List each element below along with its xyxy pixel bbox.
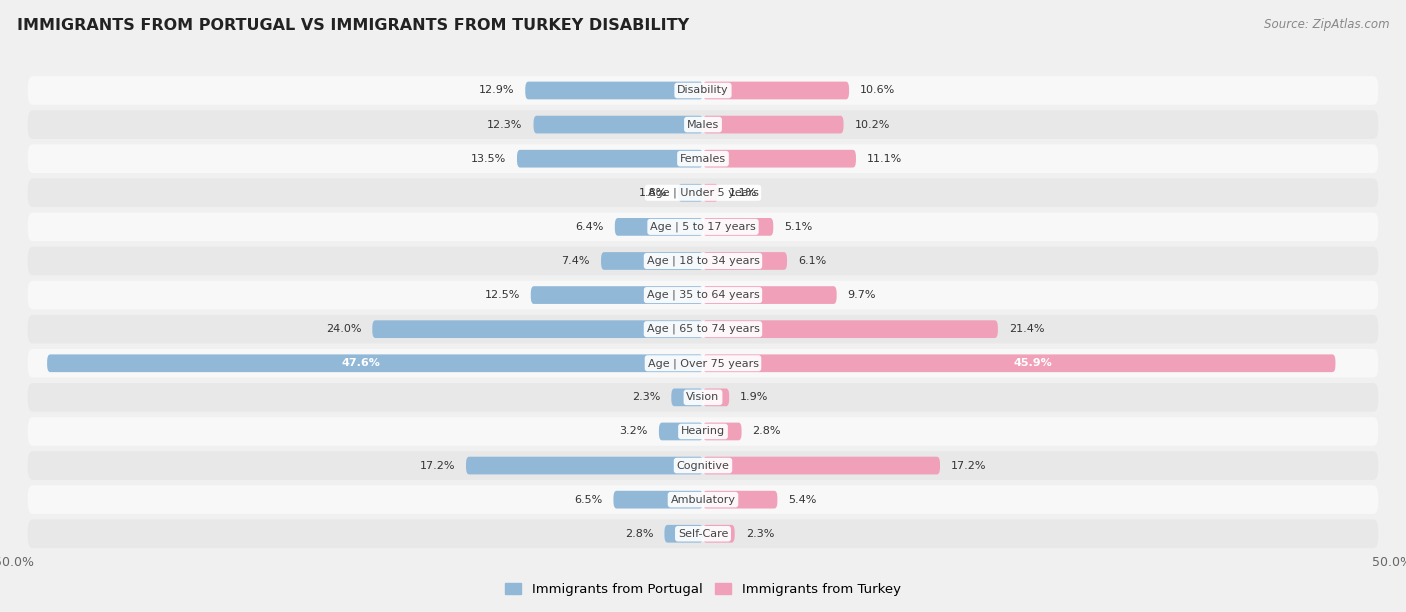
Text: 1.9%: 1.9% [740, 392, 769, 402]
Text: 47.6%: 47.6% [342, 358, 381, 368]
FancyBboxPatch shape [531, 286, 703, 304]
FancyBboxPatch shape [678, 184, 703, 201]
Text: 11.1%: 11.1% [868, 154, 903, 163]
Text: 17.2%: 17.2% [950, 461, 987, 471]
Text: Age | 35 to 64 years: Age | 35 to 64 years [647, 290, 759, 300]
FancyBboxPatch shape [703, 81, 849, 99]
FancyBboxPatch shape [526, 81, 703, 99]
FancyBboxPatch shape [465, 457, 703, 474]
Text: 2.8%: 2.8% [624, 529, 654, 539]
Text: Self-Care: Self-Care [678, 529, 728, 539]
FancyBboxPatch shape [703, 116, 844, 133]
FancyBboxPatch shape [28, 383, 1378, 412]
Text: 10.6%: 10.6% [860, 86, 896, 95]
Text: 45.9%: 45.9% [1014, 358, 1052, 368]
Text: 2.3%: 2.3% [745, 529, 775, 539]
Text: 6.4%: 6.4% [575, 222, 603, 232]
FancyBboxPatch shape [28, 179, 1378, 207]
Text: 10.2%: 10.2% [855, 119, 890, 130]
FancyBboxPatch shape [703, 525, 735, 543]
FancyBboxPatch shape [28, 110, 1378, 139]
Text: 17.2%: 17.2% [419, 461, 456, 471]
FancyBboxPatch shape [703, 184, 718, 201]
FancyBboxPatch shape [613, 491, 703, 509]
FancyBboxPatch shape [28, 520, 1378, 548]
Text: IMMIGRANTS FROM PORTUGAL VS IMMIGRANTS FROM TURKEY DISABILITY: IMMIGRANTS FROM PORTUGAL VS IMMIGRANTS F… [17, 18, 689, 34]
Text: Hearing: Hearing [681, 427, 725, 436]
Text: 2.3%: 2.3% [631, 392, 661, 402]
FancyBboxPatch shape [703, 320, 998, 338]
FancyBboxPatch shape [28, 76, 1378, 105]
Text: 3.2%: 3.2% [620, 427, 648, 436]
Text: 24.0%: 24.0% [326, 324, 361, 334]
FancyBboxPatch shape [28, 451, 1378, 480]
FancyBboxPatch shape [28, 417, 1378, 446]
FancyBboxPatch shape [600, 252, 703, 270]
Text: Age | 5 to 17 years: Age | 5 to 17 years [650, 222, 756, 232]
Text: Ambulatory: Ambulatory [671, 494, 735, 505]
Text: 6.5%: 6.5% [574, 494, 602, 505]
Text: 1.8%: 1.8% [638, 188, 668, 198]
Text: 2.8%: 2.8% [752, 427, 782, 436]
Text: Age | 65 to 74 years: Age | 65 to 74 years [647, 324, 759, 334]
Text: 7.4%: 7.4% [561, 256, 591, 266]
Text: 6.1%: 6.1% [799, 256, 827, 266]
FancyBboxPatch shape [671, 389, 703, 406]
FancyBboxPatch shape [665, 525, 703, 543]
Text: Cognitive: Cognitive [676, 461, 730, 471]
Text: Disability: Disability [678, 86, 728, 95]
FancyBboxPatch shape [703, 457, 941, 474]
Text: 5.4%: 5.4% [789, 494, 817, 505]
FancyBboxPatch shape [703, 286, 837, 304]
FancyBboxPatch shape [373, 320, 703, 338]
FancyBboxPatch shape [517, 150, 703, 168]
FancyBboxPatch shape [703, 491, 778, 509]
FancyBboxPatch shape [28, 247, 1378, 275]
Text: Vision: Vision [686, 392, 720, 402]
FancyBboxPatch shape [28, 349, 1378, 378]
Text: Females: Females [681, 154, 725, 163]
Text: 12.5%: 12.5% [484, 290, 520, 300]
FancyBboxPatch shape [703, 218, 773, 236]
FancyBboxPatch shape [703, 252, 787, 270]
Text: Age | 18 to 34 years: Age | 18 to 34 years [647, 256, 759, 266]
FancyBboxPatch shape [28, 144, 1378, 173]
FancyBboxPatch shape [703, 423, 741, 440]
FancyBboxPatch shape [28, 315, 1378, 343]
FancyBboxPatch shape [48, 354, 703, 372]
FancyBboxPatch shape [703, 150, 856, 168]
FancyBboxPatch shape [28, 212, 1378, 241]
FancyBboxPatch shape [614, 218, 703, 236]
FancyBboxPatch shape [28, 485, 1378, 514]
Text: 9.7%: 9.7% [848, 290, 876, 300]
FancyBboxPatch shape [703, 354, 1336, 372]
FancyBboxPatch shape [28, 281, 1378, 310]
Text: Males: Males [688, 119, 718, 130]
Text: 12.9%: 12.9% [478, 86, 515, 95]
Text: 12.3%: 12.3% [486, 119, 523, 130]
Text: Source: ZipAtlas.com: Source: ZipAtlas.com [1264, 18, 1389, 31]
FancyBboxPatch shape [659, 423, 703, 440]
FancyBboxPatch shape [703, 389, 730, 406]
Text: Age | Under 5 years: Age | Under 5 years [648, 187, 758, 198]
Legend: Immigrants from Portugal, Immigrants from Turkey: Immigrants from Portugal, Immigrants fro… [501, 578, 905, 602]
Text: 21.4%: 21.4% [1010, 324, 1045, 334]
Text: 13.5%: 13.5% [471, 154, 506, 163]
Text: Age | Over 75 years: Age | Over 75 years [648, 358, 758, 368]
Text: 1.1%: 1.1% [730, 188, 758, 198]
FancyBboxPatch shape [533, 116, 703, 133]
Text: 5.1%: 5.1% [785, 222, 813, 232]
